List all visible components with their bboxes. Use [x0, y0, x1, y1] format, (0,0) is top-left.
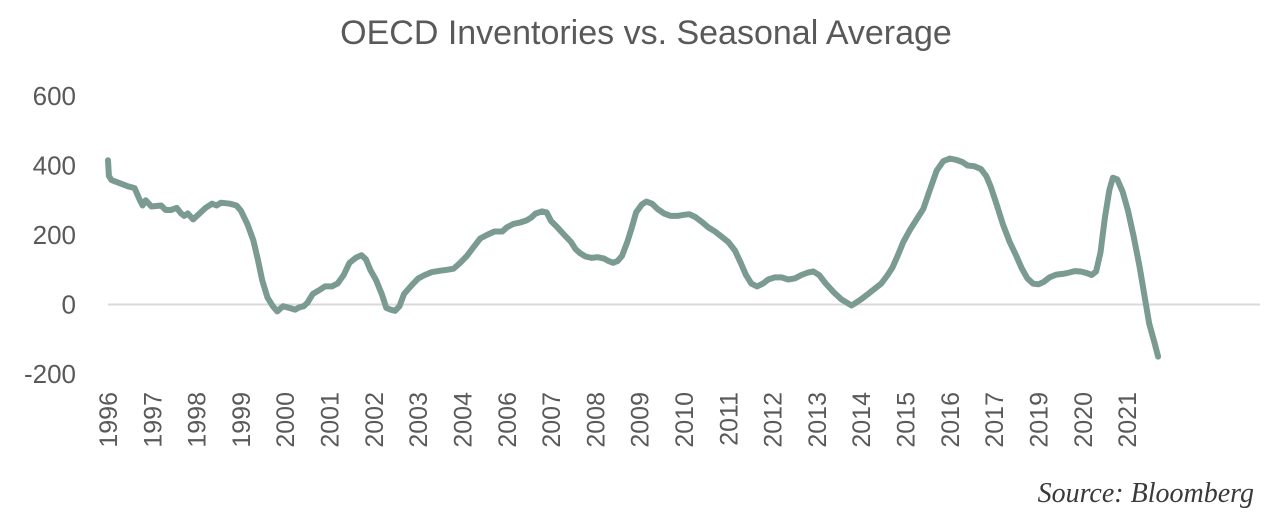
x-axis-ticks: 1996 1997 1998 1999 2000 2001 2002 2003 2004 2006… — [95, 392, 1142, 448]
x-tick-label: 2000 — [272, 392, 300, 448]
x-tick-label: 2017 — [981, 392, 1009, 448]
y-tick-label: 600 — [33, 81, 76, 111]
x-tick-label: 1999 — [228, 392, 256, 448]
x-tick-label: 2015 — [893, 392, 921, 448]
series-line — [105, 155, 1162, 360]
x-tick-label: 2011 — [715, 392, 743, 446]
x-tick-label: 2004 — [449, 392, 477, 448]
chart-title: OECD Inventories vs. Seasonal Average — [340, 14, 952, 52]
x-tick-label: 2003 — [405, 392, 433, 448]
x-tick-label: 2009 — [627, 392, 655, 448]
y-tick-label: -200 — [24, 359, 76, 389]
y-tick-label: 0 — [62, 290, 76, 320]
x-tick-label: 1996 — [95, 392, 123, 448]
y-tick-label: 400 — [33, 151, 76, 181]
y-axis-ticks: 600 400 200 0 -200 — [24, 81, 76, 389]
x-tick-label: 2002 — [361, 392, 389, 448]
x-tick-label: 2007 — [538, 392, 566, 448]
x-tick-label: 2019 — [1025, 392, 1053, 448]
x-tick-label: 2012 — [760, 392, 788, 448]
x-tick-label: 2020 — [1070, 392, 1098, 448]
x-tick-label: 2008 — [582, 392, 610, 448]
x-tick-label: 2010 — [671, 392, 699, 448]
x-tick-label: 2016 — [937, 392, 965, 448]
x-tick-label: 1998 — [184, 392, 212, 448]
source-note: Source: Bloomberg — [1037, 478, 1254, 509]
x-tick-label: 2021 — [1114, 392, 1142, 448]
x-tick-label: 2014 — [848, 392, 876, 448]
x-tick-label: 2001 — [317, 392, 345, 448]
x-tick-label: 2006 — [494, 392, 522, 448]
x-tick-label: 2013 — [804, 392, 832, 448]
x-tick-label: 1997 — [139, 392, 167, 448]
y-tick-label: 200 — [33, 220, 76, 250]
